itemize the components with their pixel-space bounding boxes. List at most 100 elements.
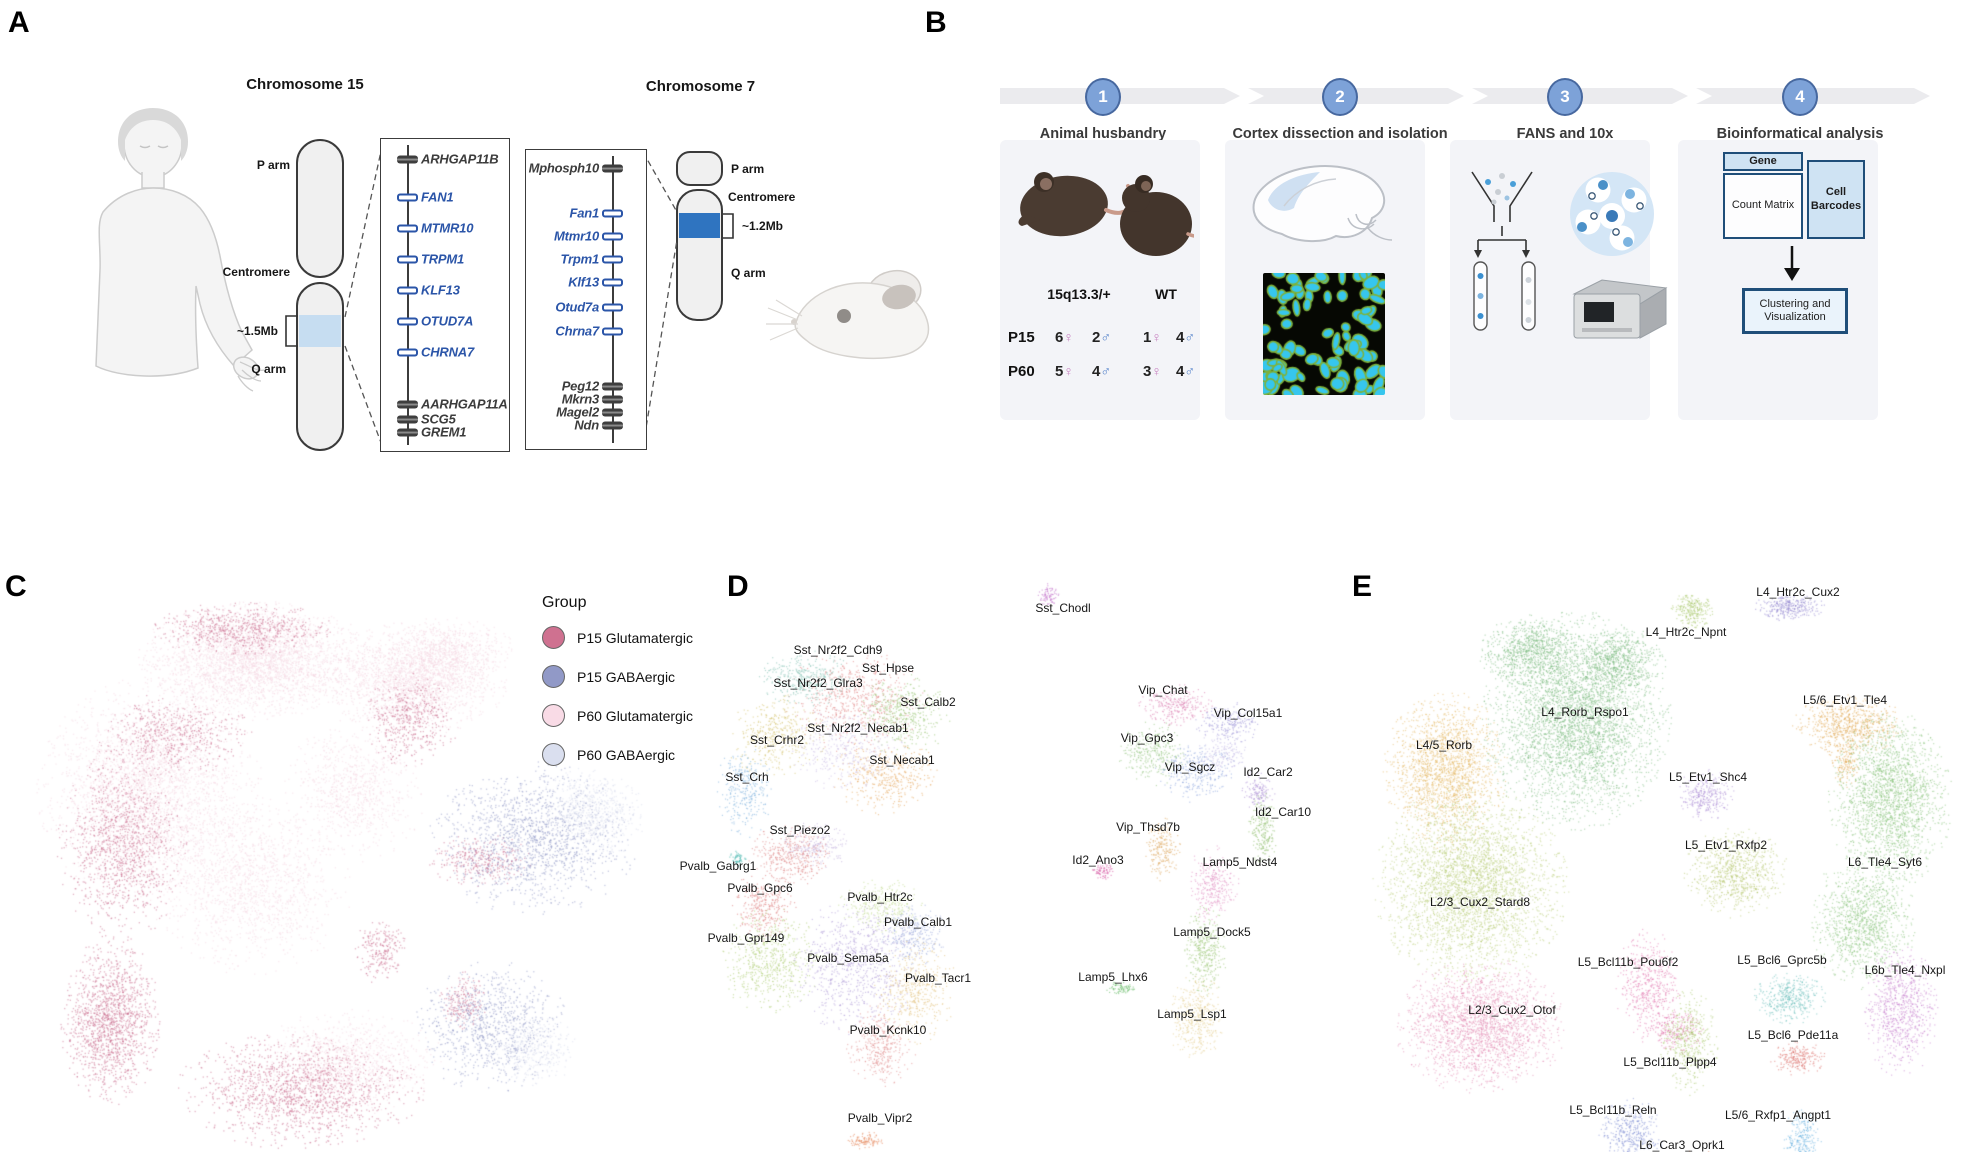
cluster-label: Sst_Calb2: [900, 695, 956, 709]
gene-tick-icon: [397, 193, 418, 201]
cluster-label: L5_Etv1_Rxfp2: [1684, 838, 1768, 852]
cluster-label: Pvalb_Tacr1: [904, 971, 972, 985]
cluster-label: L4_Rorb_Rspo1: [1541, 705, 1629, 719]
gene-row: Trpm1: [561, 253, 623, 266]
fans-10x-illustration: [1471, 171, 1668, 339]
gene-tick-icon: [397, 415, 418, 423]
cluster-label: Sst_Nr2f2_Cdh9: [793, 643, 883, 657]
count-p60-wt-female: 3♀: [1143, 363, 1162, 380]
female-icon: ♀: [1151, 363, 1162, 379]
count-value: 4: [1092, 363, 1101, 380]
cluster-label: Sst_Chodl: [1035, 601, 1091, 615]
cluster-label: L5_Bcl11b_Pou6f2: [1577, 955, 1679, 969]
count-value: 5: [1055, 363, 1064, 380]
gene-label: CHRNA7: [421, 344, 474, 360]
cluster-label: Vip_Sgcz: [1164, 760, 1216, 774]
legend-swatch-icon: [542, 626, 565, 649]
female-icon: ♀: [1063, 363, 1074, 379]
gene-tick-icon: [602, 255, 623, 263]
gene-tick-icon: [397, 400, 418, 408]
legend-label: P60 Glutamatergic: [577, 707, 693, 724]
male-icon: ♂: [1184, 329, 1195, 345]
gene-label: Otud7a: [555, 299, 599, 315]
step-number-badge: 3: [1547, 78, 1583, 116]
droplet-dots: [1485, 173, 1516, 205]
gene-tick-icon: [602, 278, 623, 286]
panel-c-letter: C: [5, 570, 27, 603]
zoom-connector-lines: [344, 141, 678, 449]
gene-row: Mtmr10: [554, 230, 623, 243]
count-p15-15q-male: 2♂: [1092, 329, 1111, 346]
male-icon: ♂: [1100, 329, 1111, 345]
gene-row: Chrna7: [555, 325, 623, 338]
gene-tick-icon: [602, 395, 623, 403]
cluster-label: L5/6_Etv1_Tle4: [1802, 693, 1888, 707]
gem-droplets-icon: [1570, 172, 1654, 256]
genotype-label-wt: WT: [1155, 286, 1177, 302]
gene-row: Fan1: [569, 207, 623, 220]
male-icon: ♂: [1100, 363, 1111, 379]
legend-items: P15 Glutamatergic P15 GABAergic P60 Glut…: [542, 626, 693, 766]
gene-tick-icon: [602, 408, 623, 416]
gene-row: TRPM1: [397, 253, 464, 266]
mice-illustration: [1018, 172, 1194, 256]
legend-swatch-icon: [542, 704, 565, 727]
cluster-label: L4_Htr2c_Npnt: [1645, 625, 1727, 639]
mouse-head-illustration: [766, 269, 930, 360]
gene-tick-icon: [602, 303, 623, 311]
gene-label: Mkrn3: [561, 391, 599, 407]
gene-row: CHRNA7: [397, 346, 474, 359]
gene-tick-icon: [397, 286, 418, 294]
chr7-q-arm-label: Q arm: [731, 266, 766, 280]
gene-label: Fan1: [569, 205, 599, 221]
chr15-gene-axis-line: [407, 145, 409, 445]
gene-tick-icon: [397, 255, 418, 263]
panel-b-letter: B: [925, 6, 947, 39]
cluster-label: L6_Car3_Oprk1: [1639, 1138, 1725, 1152]
gene-tick-icon: [602, 232, 623, 240]
gene-tick-icon: [602, 421, 623, 429]
brain-illustration: [1252, 165, 1393, 242]
gene-tick-icon: [397, 428, 418, 436]
step-title: FANS and 10x: [1516, 126, 1614, 142]
chr15-centromere-label: Centromere: [222, 265, 290, 279]
step-number-badge: 2: [1322, 78, 1358, 116]
group-legend: Group P15 Glutamatergic P15 GABAergic P6…: [542, 594, 693, 782]
cluster-label: L2/3_Cux2_Stard8: [1429, 895, 1531, 909]
umap-scatter-canvas: [0, 556, 1966, 1152]
count-p60-15q-female: 5♀: [1055, 363, 1074, 380]
cluster-label: Sst_Crh: [725, 770, 769, 784]
neun-nuclei-fluorescence-image: [1263, 273, 1385, 395]
gene-row: OTUD7A: [397, 315, 473, 328]
cluster-label: Lamp5_Dock5: [1173, 925, 1251, 939]
step-title: Animal husbandry: [1039, 126, 1167, 142]
gene-label: Magel2: [556, 404, 599, 420]
cluster-label: Id2_Car2: [1243, 765, 1293, 779]
cluster-label: Pvalb_Gabrg1: [679, 859, 757, 873]
count-p60-15q-male: 4♂: [1092, 363, 1111, 380]
gene-label: KLF13: [421, 282, 460, 298]
sequencer-machine-icon: [1572, 279, 1668, 339]
cluster-label: Sst_Piezo2: [769, 823, 831, 837]
count-value: 3: [1143, 363, 1152, 380]
count-matrix-box: Count Matrix: [1723, 173, 1803, 239]
gene-row: Mkrn3: [562, 393, 623, 406]
legend-item: P15 GABAergic: [542, 665, 693, 688]
cluster-label: Pvalb_Gpr149: [707, 931, 785, 945]
cluster-label: L6b_Tle4_Nxpl: [1864, 963, 1946, 977]
panel-e-letter: E: [1352, 570, 1373, 603]
cluster-label: L5_Bcl6_Pde11a: [1747, 1028, 1839, 1042]
panel-a-artwork: [95, 108, 930, 451]
count-value: 4: [1176, 329, 1185, 346]
cluster-label: Pvalb_Calb1: [883, 915, 953, 929]
workflow-step: 4 Bioinformatical analysis: [1685, 78, 1915, 143]
gene-label: Mphosph10: [528, 160, 600, 176]
cluster-label: Vip_Gpc3: [1120, 731, 1174, 745]
gene-row: Klf13: [568, 276, 623, 289]
gene-label: TRPM1: [421, 251, 465, 267]
cluster-label: Lamp5_Lhx6: [1078, 970, 1148, 984]
cluster-label: Pvalb_Kcnk10: [849, 1023, 927, 1037]
female-icon: ♀: [1151, 329, 1162, 345]
cluster-label: Sst_Necab1: [869, 753, 935, 767]
chr15-p-arm-label: P arm: [256, 158, 290, 172]
